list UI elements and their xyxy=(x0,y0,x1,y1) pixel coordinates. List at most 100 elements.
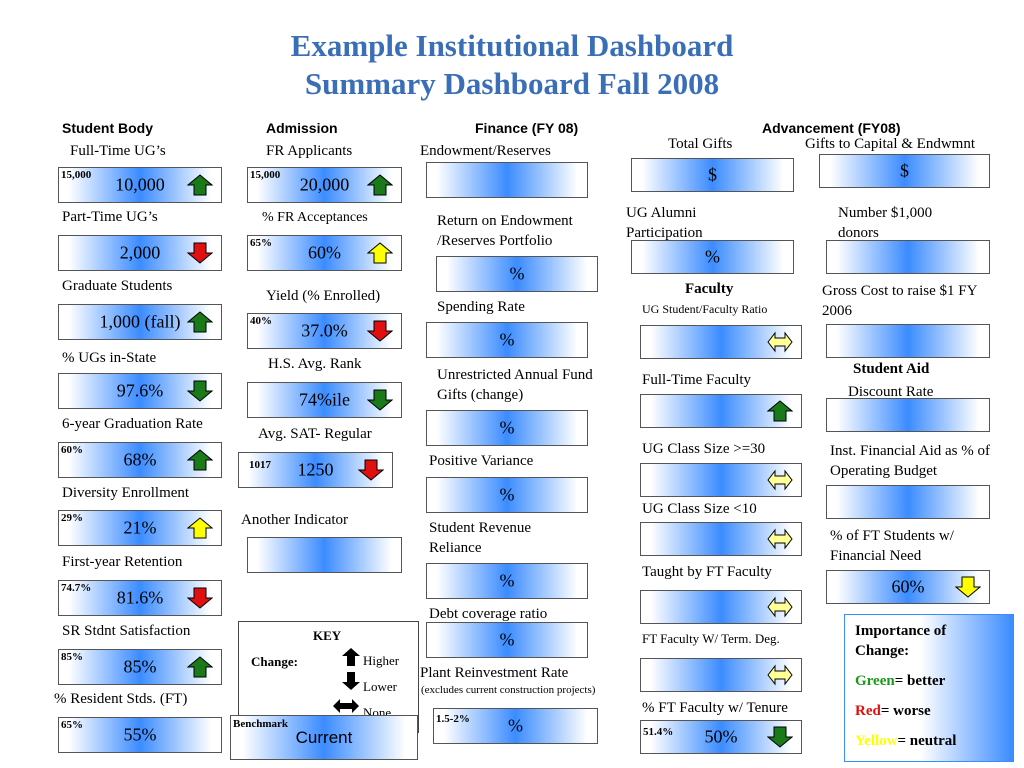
parttime-ug-box: 2,000 xyxy=(58,235,222,271)
label-discount-rate: Discount Rate xyxy=(848,384,934,400)
benchmark: 60% xyxy=(61,444,83,456)
current-value: $ xyxy=(708,164,717,185)
dashboard-subtitle: Summary Dashboard Fall 2008 xyxy=(304,66,720,101)
label-total-gifts: Total Gifts xyxy=(668,136,733,152)
label-parttime-ug: Part-Time UG’s xyxy=(62,209,158,225)
benchmark: 51.4% xyxy=(643,726,674,738)
current-value: % xyxy=(705,246,720,267)
header-advancement: Advancement (FY08) xyxy=(762,120,901,136)
arrow-none-yellow-icon xyxy=(767,331,793,353)
class-size-30-box xyxy=(640,463,802,497)
class-size-10-box xyxy=(640,522,802,556)
term-degree-box xyxy=(640,658,802,692)
arrow-down-red-icon xyxy=(357,459,385,481)
yield-box: 40% 37.0% xyxy=(247,313,402,349)
label-avg-sat: Avg. SAT- Regular xyxy=(258,426,372,442)
arrow-down-yellow-icon xyxy=(954,576,982,598)
label-hs-rank: H.S. Avg. Rank xyxy=(268,356,362,372)
current-value: 85% xyxy=(123,656,157,677)
arrow-down-red-icon xyxy=(186,587,214,609)
current-value: $ xyxy=(900,160,909,181)
label-retention: First-year Retention xyxy=(62,554,183,570)
benchmark: 40% xyxy=(250,315,272,327)
student-aid-title: Student Aid xyxy=(853,361,930,377)
financial-need-box: 60% xyxy=(826,570,990,604)
hs-rank-box: 74%ile xyxy=(247,382,402,418)
donors-box xyxy=(826,240,990,274)
student-faculty-ratio-box xyxy=(640,325,802,359)
current-value: 37.0% xyxy=(301,320,348,341)
tenure-box: 51.4% 50% xyxy=(640,720,802,754)
taught-ft-faculty-box xyxy=(640,590,802,624)
arrow-none-yellow-icon xyxy=(767,664,793,686)
graduation-rate-box: 60% 68% xyxy=(58,442,222,478)
arrow-up-yellow-icon xyxy=(366,242,394,264)
fulltime-ug-box: 15,000 10,000 xyxy=(58,167,222,203)
importance-green: Green= better xyxy=(855,673,946,689)
label-inst-aid: Inst. Financial Aid as % of Operating Bu… xyxy=(830,443,990,479)
current-value: 68% xyxy=(123,449,157,470)
current-value: 21% xyxy=(123,517,157,538)
arrow-up-green-icon xyxy=(186,311,214,333)
label-fr-applicants: FR Applicants xyxy=(266,143,353,159)
arrow-up-yellow-icon xyxy=(186,517,214,539)
current-value: 97.6% xyxy=(116,380,164,401)
label-class-size-30: UG Class Size >=30 xyxy=(642,441,766,457)
benchmark: 74.7% xyxy=(61,582,92,594)
gross-cost-box xyxy=(826,324,990,358)
student-revenue-box: % xyxy=(426,563,588,599)
label-unrestricted-gifts: Unrestricted Annual Fund Gifts (change) xyxy=(437,367,593,403)
importance-yellow: Yellow= neutral xyxy=(855,733,957,749)
spending-rate-box: % xyxy=(426,322,588,358)
label-donors: Number $1,000 donors xyxy=(838,205,933,241)
endowment-box xyxy=(426,162,588,198)
benchmark: 1.5-2% xyxy=(436,713,470,725)
fulltime-faculty-box xyxy=(640,394,802,428)
dashboard-title: Example Institutional Dashboard xyxy=(290,28,734,63)
current-value: 81.6% xyxy=(116,587,164,608)
key-benchmark: Benchmark xyxy=(233,718,288,730)
arrow-none-yellow-icon xyxy=(767,596,793,618)
total-gifts-box: $ xyxy=(631,158,794,192)
arrow-down-green-icon xyxy=(366,389,394,411)
key-higher: Higher xyxy=(363,653,400,668)
arrow-up-green-icon xyxy=(186,174,214,196)
current-value: 2,000 xyxy=(119,242,161,263)
legend-key: KEY Change: Higher Lower None xyxy=(238,621,419,733)
diversity-box: 29% 21% xyxy=(58,510,222,546)
current-value: 60% xyxy=(891,576,925,597)
label-spending-rate: Spending Rate xyxy=(437,299,525,315)
arrow-up-green-icon xyxy=(186,449,214,471)
debt-coverage-box: % xyxy=(426,622,588,658)
fr-applicants-box: 15,000 20,000 xyxy=(247,167,402,203)
arrow-down-green-icon xyxy=(186,380,214,402)
faculty-title: Faculty xyxy=(685,281,734,297)
satisfaction-box: 85% 85% xyxy=(58,649,222,685)
inst-aid-box xyxy=(826,485,990,519)
current-value: % xyxy=(499,629,515,650)
label-student-revenue: Student Revenue Reliance xyxy=(429,520,532,556)
label-taught-ft-faculty: Taught by FT Faculty xyxy=(642,564,772,580)
current-value: 74%ile xyxy=(299,389,350,410)
label-fulltime-ug: Full-Time UG’s xyxy=(70,143,166,159)
arrow-none-yellow-icon xyxy=(767,469,793,491)
label-satisfaction: SR Stdnt Satisfaction xyxy=(62,623,191,639)
key-title: KEY xyxy=(313,628,342,643)
arrow-lower-icon xyxy=(341,672,361,695)
discount-rate-box xyxy=(826,398,990,432)
importance-legend: Importance of Change: Green= better Red=… xyxy=(844,614,1014,762)
current-value: % xyxy=(499,329,515,350)
key-lower: Lower xyxy=(363,679,397,694)
label-diversity: Diversity Enrollment xyxy=(62,485,190,501)
importance-title: Importance of Change: xyxy=(855,623,947,659)
benchmark: 15,000 xyxy=(250,169,281,181)
arrow-up-green-icon xyxy=(766,400,794,422)
current-value: 1250 xyxy=(297,459,334,480)
retention-box: 74.7% 81.6% xyxy=(58,580,222,616)
current-value: 1,000 (fall) xyxy=(99,311,181,332)
gifts-capital-box: $ xyxy=(819,154,990,188)
ugs-instate-box: 97.6% xyxy=(58,373,222,409)
arrow-higher-icon xyxy=(341,648,361,671)
current-value: % xyxy=(508,715,523,736)
label-gifts-capital: Gifts to Capital & Endwmnt xyxy=(805,136,975,152)
